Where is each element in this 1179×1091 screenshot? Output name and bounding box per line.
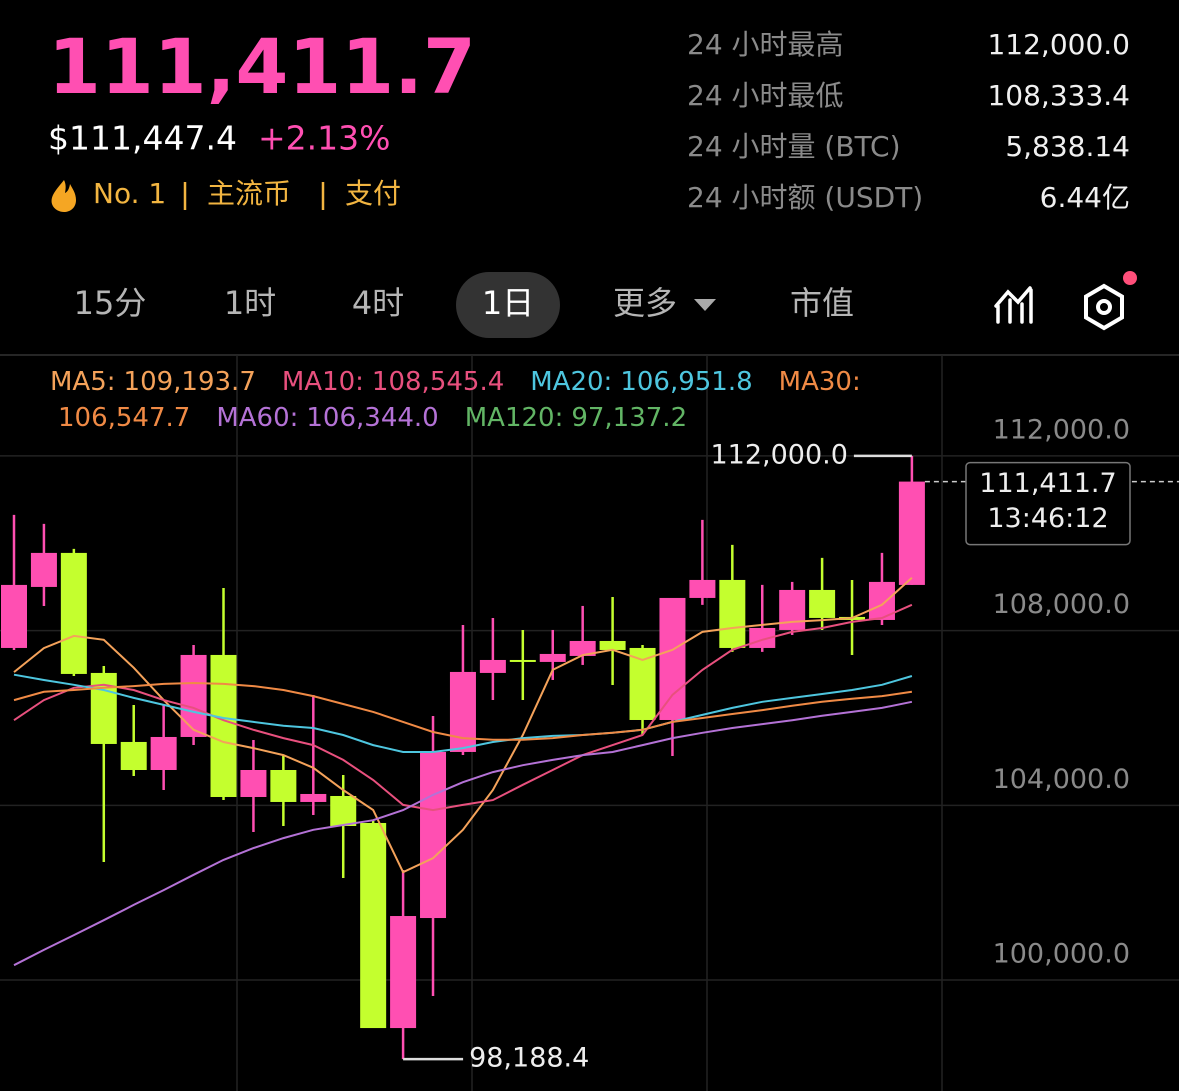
candle-body: [809, 589, 836, 618]
candle-body: [120, 741, 147, 770]
candle-body: [479, 659, 506, 673]
indicator-icon[interactable]: [994, 286, 1033, 324]
ma-legend: MA5: 109,193.7 MA10: 108,545.4 MA20: 106,951.…: [50, 364, 900, 436]
candle-body: [539, 653, 566, 662]
tab[interactable]: 更多: [613, 284, 677, 322]
stat-value: 112,000.0: [987, 28, 1130, 61]
active-tab-bg: [456, 272, 560, 338]
candle-body: [509, 659, 536, 662]
candle-body: [180, 654, 207, 737]
candle-body: [300, 793, 327, 802]
candle-body: [569, 640, 596, 656]
legend-value: 106,951.8: [620, 367, 753, 397]
notification-dot: [1123, 271, 1137, 285]
price: 111,411.7: [48, 22, 476, 111]
candle-body: [629, 647, 656, 720]
settings-icon-center: [1096, 299, 1112, 315]
candle-body: [240, 769, 267, 797]
legend-name: MA20:: [530, 367, 613, 397]
flame-icon: [51, 180, 76, 212]
stat-label: 24 小时最低: [687, 79, 844, 112]
last-price-time: 13:46:12: [987, 503, 1108, 534]
candle-body: [659, 597, 686, 720]
candle-body: [60, 552, 87, 674]
rank: No. 1: [93, 177, 166, 210]
settings-icon[interactable]: [1084, 283, 1124, 331]
candle-body: [360, 822, 387, 1029]
legend-value: 108,545.4: [371, 367, 505, 397]
candle-body: [150, 736, 177, 770]
ma-line: [13, 673, 913, 753]
y-tick-label: 112,000.0: [993, 414, 1130, 445]
tab[interactable]: 1时: [224, 284, 276, 322]
legend-name: MA5:: [50, 367, 116, 397]
change: +2.13%: [258, 119, 390, 158]
tab[interactable]: 市值: [790, 284, 854, 322]
candle-body: [719, 579, 746, 648]
candle-body: [330, 795, 357, 826]
stat-value: 108,333.4: [987, 79, 1130, 112]
stat-value: 5,838.14: [1005, 130, 1130, 163]
last-price-box: [965, 461, 1131, 546]
high-label: 112,000.0: [710, 439, 847, 470]
legend-name: MA60:: [216, 403, 299, 433]
legend-name: MA30:: [778, 367, 861, 397]
legend-value: 109,193.7: [123, 367, 256, 397]
candle-body: [779, 589, 806, 630]
stat-label: 24 小时最高: [687, 28, 844, 61]
candle-body: [689, 579, 716, 598]
tab[interactable]: 15分: [74, 284, 147, 322]
candle-body: [90, 672, 117, 744]
low-label: 98,188.4: [469, 1043, 589, 1074]
tag[interactable]: 支付: [345, 177, 401, 210]
candle-body: [30, 552, 57, 587]
stat-label: 24 小时额 (USDT): [687, 181, 923, 214]
dropdown-icon: [694, 299, 716, 311]
candle-body: [390, 916, 417, 1029]
candle-body: [599, 640, 626, 650]
legend-name: MA10:: [281, 367, 364, 397]
ma-line: [13, 603, 913, 812]
last-price-label: 111,411.7: [979, 468, 1116, 499]
legend-value: 97,137.2: [571, 403, 688, 433]
ma-line: [13, 700, 913, 967]
y-tick-label: 104,000.0: [993, 764, 1130, 795]
candle-body: [898, 481, 925, 585]
tab[interactable]: 4时: [352, 284, 404, 322]
legend-value: 106,344.0: [306, 403, 439, 433]
y-tick-label: 100,000.0: [993, 939, 1130, 970]
stat-label: 24 小时量 (BTC): [687, 130, 901, 163]
stat-value: 6.44亿: [1040, 181, 1130, 214]
ma-line: [13, 681, 913, 741]
candle-body: [449, 671, 476, 752]
tab[interactable]: 1日: [482, 284, 534, 322]
tag[interactable]: 主流币: [207, 177, 291, 210]
candle-body: [270, 769, 297, 802]
candle-body: [420, 751, 447, 919]
candle-body: [210, 654, 237, 797]
legend-name: MA120:: [464, 403, 564, 433]
usd-price: $111,447.4: [48, 119, 237, 158]
y-tick-label: 108,000.0: [993, 589, 1130, 620]
legend-value: 106,547.7: [58, 403, 191, 433]
candle-body: [1, 584, 27, 648]
